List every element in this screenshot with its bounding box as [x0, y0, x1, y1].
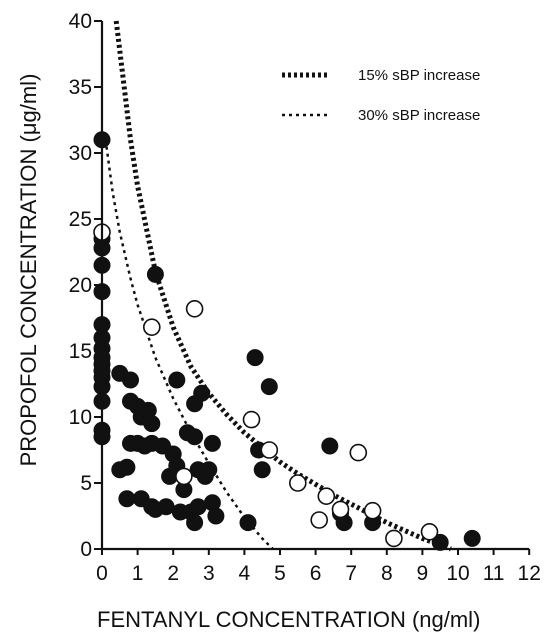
filled-point — [463, 529, 481, 547]
filled-point — [146, 265, 164, 283]
y-axis-title: PROPOFOL CONCENTRATION (μg/ml) — [16, 74, 41, 467]
legend-label-2: 30% sBP increase — [358, 107, 480, 124]
open-point — [288, 474, 307, 492]
filled-point — [122, 371, 139, 389]
x-tick-label: 5 — [274, 562, 286, 585]
y-tick-label: 25 — [69, 208, 92, 231]
y-tick-label: 35 — [69, 76, 92, 99]
x-tick-label: 9 — [417, 562, 429, 585]
filled-point — [239, 514, 257, 532]
x-tick-label: 11 — [483, 562, 505, 585]
filled-point — [203, 434, 221, 452]
open-point — [242, 410, 261, 429]
x-tick-label: 8 — [381, 562, 393, 585]
filled-point — [193, 384, 211, 402]
filled-point — [200, 461, 218, 479]
open-point — [310, 511, 329, 529]
filled-point — [118, 458, 136, 476]
legend: 15% sBP increase 30% sBP increase — [282, 67, 480, 124]
x-tick-label: 7 — [345, 562, 357, 585]
open-point — [260, 441, 279, 459]
data-points — [93, 131, 481, 551]
filled-point — [118, 490, 136, 508]
open-point — [317, 487, 336, 506]
x-tick-label: 1 — [132, 562, 144, 585]
open-point — [331, 500, 350, 519]
filled-point — [168, 371, 186, 389]
filled-point — [207, 507, 225, 525]
filled-point — [431, 533, 449, 551]
open-point — [420, 522, 439, 541]
y-tick-label: 40 — [69, 10, 92, 33]
fit-curves — [104, 20, 452, 552]
legend-label-1: 15% sBP increase — [358, 67, 480, 84]
open-point — [349, 443, 368, 462]
x-axis-title: FENTANYL CONCENTRATION (ng/ml) — [97, 607, 480, 632]
open-point — [185, 299, 204, 318]
y-tick-label: 5 — [80, 472, 92, 495]
y-tick-label: 30 — [69, 142, 92, 165]
open-point — [175, 467, 193, 486]
y-tick-label: 15 — [69, 340, 92, 363]
open-point — [385, 529, 403, 548]
filled-point — [253, 461, 271, 479]
axes — [94, 20, 531, 555]
filled-point — [143, 415, 161, 433]
filled-point — [157, 498, 175, 516]
filled-point — [186, 428, 204, 446]
filled-point — [260, 378, 278, 396]
y-tick-label: 20 — [69, 274, 92, 297]
filled-point — [186, 514, 204, 532]
x-tick-label: 6 — [310, 562, 322, 585]
x-tick-label: 3 — [203, 562, 215, 585]
x-tick-label: 0 — [96, 562, 108, 585]
filled-point — [189, 498, 207, 516]
open-point — [363, 501, 382, 520]
filled-point — [246, 349, 264, 367]
y-tick-label: 0 — [80, 538, 92, 561]
x-tick-label: 2 — [167, 562, 179, 585]
x-tick-label: 10 — [446, 562, 469, 585]
open-point — [143, 318, 161, 337]
filled-point — [321, 437, 339, 455]
x-tick-label: 12 — [518, 562, 541, 585]
x-tick-label: 4 — [239, 562, 251, 585]
y-tick-label: 10 — [69, 406, 92, 429]
